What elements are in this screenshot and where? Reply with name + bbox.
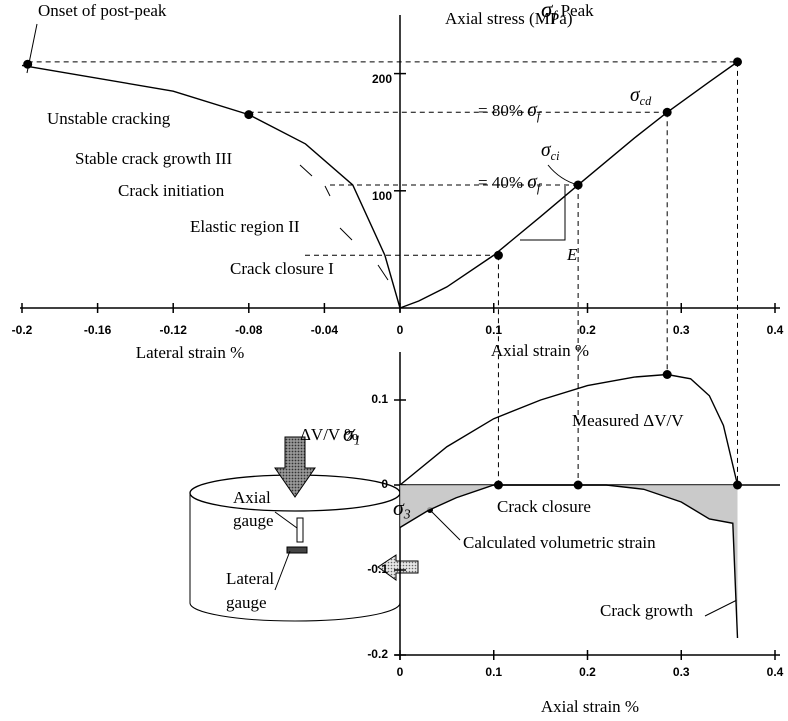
- slope-triangle: [520, 186, 566, 241]
- leader: [299, 164, 313, 177]
- label: Axial: [233, 488, 271, 507]
- symbol: σ: [527, 100, 538, 121]
- text-part: = 40%: [478, 173, 527, 192]
- symbol: σ: [541, 0, 554, 22]
- leader: [704, 599, 738, 617]
- point: [662, 370, 672, 379]
- label: Lateral: [226, 569, 274, 588]
- annotation: Calculated volumetric strain: [463, 533, 656, 552]
- annotation: Elastic region II: [190, 217, 300, 236]
- annotation: Onset of post-peak: [38, 1, 167, 20]
- symbol: σ: [343, 422, 355, 446]
- point: [23, 59, 33, 69]
- annotation: = 40% σf: [478, 172, 542, 194]
- line: [399, 61, 738, 309]
- leader: [377, 264, 389, 281]
- point: [493, 480, 503, 490]
- subscript: 1: [354, 433, 361, 448]
- point: [662, 107, 672, 117]
- annotation: E: [566, 245, 578, 264]
- x-tick-label: 0.1: [485, 323, 502, 337]
- annotation: Measured ΔV/V: [572, 411, 684, 430]
- text-part: = 80%: [478, 101, 527, 120]
- annotation: σ1: [343, 422, 361, 448]
- lateral-gauge: [286, 546, 308, 554]
- point: [733, 57, 742, 67]
- label: gauge: [233, 511, 274, 530]
- x-axis-label: Lateral strain %: [136, 343, 245, 362]
- annotation: Stable crack growth III: [75, 149, 233, 168]
- point: [573, 180, 583, 190]
- x-tick-label: 0.4: [767, 665, 784, 679]
- x-tick-label: -0.04: [311, 323, 339, 337]
- x-tick-label: 0.2: [579, 665, 596, 679]
- x-tick-label: 0: [397, 323, 404, 337]
- annotation: Unstable cracking: [47, 109, 171, 128]
- subscript: 3: [403, 507, 411, 522]
- x-tick-label: 0.4: [767, 323, 784, 337]
- label: gauge: [226, 593, 267, 612]
- symbol: σ: [393, 496, 405, 520]
- y-tick-label: -0.1: [367, 562, 388, 576]
- subscript: cd: [640, 94, 652, 108]
- x-tick-label: 0.3: [673, 323, 690, 337]
- x-tick-label: 0: [397, 665, 404, 679]
- axial-gauge: [296, 517, 304, 543]
- y-axis-label: ΔV/V %: [300, 425, 358, 444]
- annotation: σcd: [630, 85, 652, 107]
- line: [399, 484, 739, 639]
- confining-load-arrow: [377, 554, 419, 581]
- point: [244, 110, 254, 120]
- point: [493, 250, 503, 260]
- symbol: σ: [527, 172, 538, 193]
- leader: [274, 511, 298, 529]
- x-tick-label: -0.08: [235, 323, 263, 337]
- text-part: Peak: [556, 1, 594, 20]
- y-tick-label: -0.2: [367, 647, 388, 661]
- y-tick-label: 0.1: [371, 392, 388, 406]
- symbol: σ: [541, 140, 552, 161]
- line: [21, 64, 401, 309]
- y-axis-label: Axial stress (MPa): [445, 9, 572, 28]
- annotation: σf Peak: [541, 0, 594, 25]
- annotation: Crack closure: [497, 497, 591, 516]
- annotation: Crack initiation: [118, 181, 225, 200]
- x-axis-label: Axial strain %: [491, 341, 589, 360]
- annotation: Crack closure I: [230, 259, 334, 278]
- leader: [429, 509, 461, 541]
- area: [400, 485, 738, 638]
- annotation: Crack growth: [600, 601, 694, 620]
- annotation: σci: [541, 140, 560, 162]
- x-tick-label: -0.16: [84, 323, 112, 337]
- x-axis-label: Axial strain %: [541, 697, 639, 716]
- y-tick-label: 0: [381, 477, 388, 491]
- point: [733, 480, 742, 490]
- point: [573, 480, 583, 490]
- leader: [324, 185, 331, 197]
- x-tick-label: -0.2: [12, 323, 33, 337]
- x-tick-label: 0.1: [485, 665, 502, 679]
- y-tick-label: 200: [372, 72, 392, 86]
- leader: [339, 227, 353, 241]
- annotation: = 80% σf: [478, 100, 542, 122]
- specimen: Axial gauge Lateral gauge: [189, 436, 419, 622]
- subscript: f: [537, 181, 542, 195]
- x-tick-label: 0.3: [673, 665, 690, 679]
- leader: [547, 164, 579, 186]
- symbol: σ: [630, 85, 641, 106]
- cylinder-body: [189, 493, 401, 622]
- subscript: f: [537, 109, 542, 123]
- leader: [274, 550, 291, 591]
- annotation: σ3: [393, 496, 411, 522]
- x-tick-label: -0.12: [160, 323, 188, 337]
- axial-load-arrow: [274, 436, 316, 498]
- subscript: f: [552, 9, 558, 25]
- y-tick-label: 100: [372, 189, 392, 203]
- subscript: ci: [551, 149, 560, 163]
- line: [399, 373, 739, 486]
- x-tick-label: 0.2: [579, 323, 596, 337]
